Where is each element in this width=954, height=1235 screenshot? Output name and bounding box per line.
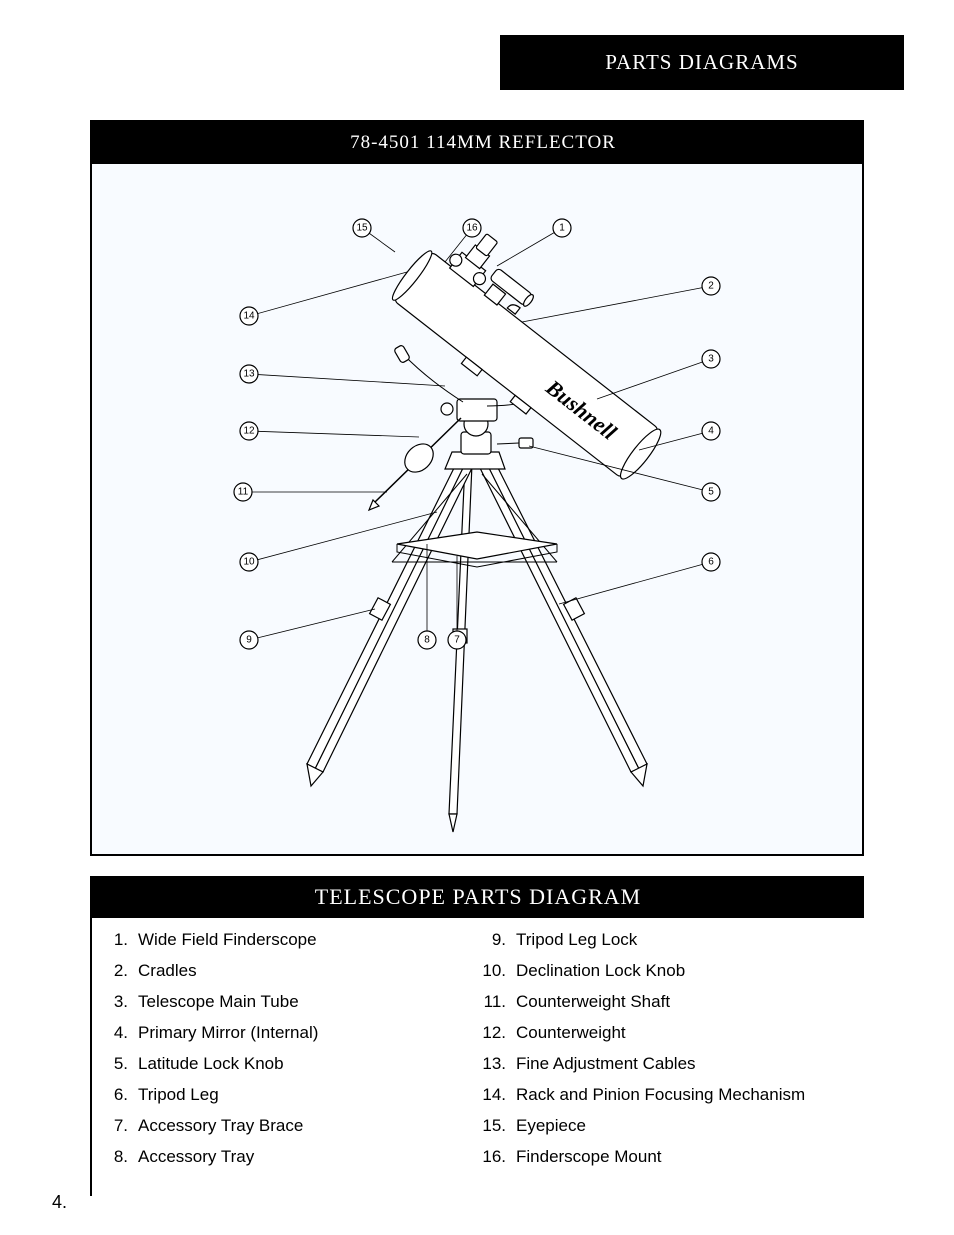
- parts-list-num: 14.: [476, 1085, 506, 1105]
- svg-text:10: 10: [243, 557, 255, 568]
- svg-text:8: 8: [424, 635, 430, 646]
- parts-list-label: Tripod Leg: [138, 1085, 219, 1105]
- parts-list-label: Rack and Pinion Focusing Mechanism: [516, 1085, 805, 1105]
- parts-list-num: 3.: [98, 992, 128, 1012]
- parts-list-row: 15. Eyepiece: [476, 1116, 854, 1136]
- svg-text:7: 7: [454, 635, 460, 646]
- diagram-panel: 78-4501 114MM REFLECTOR: [90, 120, 864, 856]
- parts-list-row: 14. Rack and Pinion Focusing Mechanism: [476, 1085, 854, 1105]
- header-bar: PARTS DIAGRAMS: [500, 35, 904, 90]
- svg-text:16: 16: [466, 223, 478, 234]
- svg-text:1: 1: [559, 223, 565, 234]
- parts-list-label: Accessory Tray: [138, 1147, 254, 1167]
- parts-list-num: 2.: [98, 961, 128, 981]
- parts-list-label: Finderscope Mount: [516, 1147, 662, 1167]
- parts-list-row: 6. Tripod Leg: [98, 1085, 476, 1105]
- parts-list-label: Cradles: [138, 961, 197, 981]
- parts-list-row: 16. Finderscope Mount: [476, 1147, 854, 1167]
- svg-text:14: 14: [243, 311, 255, 322]
- telescope-diagram: Bushnell 12345678910111213141516: [102, 174, 852, 844]
- parts-list-row: 4. Primary Mirror (Internal): [98, 1023, 476, 1043]
- parts-list-row: 7. Accessory Tray Brace: [98, 1116, 476, 1136]
- parts-list-label: Counterweight Shaft: [516, 992, 670, 1012]
- parts-list-row: 12. Counterweight: [476, 1023, 854, 1043]
- parts-list-row: 8. Accessory Tray: [98, 1147, 476, 1167]
- parts-list-row: 1. Wide Field Finderscope: [98, 930, 476, 950]
- parts-list-label: Eyepiece: [516, 1116, 586, 1136]
- parts-list-row: 9. Tripod Leg Lock: [476, 930, 854, 950]
- parts-list-row: 11. Counterweight Shaft: [476, 992, 854, 1012]
- svg-text:4: 4: [708, 426, 714, 437]
- parts-list-label: Counterweight: [516, 1023, 626, 1043]
- parts-list-num: 16.: [476, 1147, 506, 1167]
- parts-list-label: Tripod Leg Lock: [516, 930, 637, 950]
- svg-text:9: 9: [246, 635, 252, 646]
- parts-list-label: Fine Adjustment Cables: [516, 1054, 696, 1074]
- tripod: [307, 452, 647, 832]
- parts-list-label: Primary Mirror (Internal): [138, 1023, 318, 1043]
- diagram-title-bar: 78-4501 114MM REFLECTOR: [92, 122, 862, 164]
- parts-list-num: 15.: [476, 1116, 506, 1136]
- parts-list-row: 5. Latitude Lock Knob: [98, 1054, 476, 1074]
- parts-list-panel: TELESCOPE PARTS DIAGRAM 1. Wide Field Fin…: [90, 876, 864, 1196]
- parts-list-label: Wide Field Finderscope: [138, 930, 317, 950]
- parts-list-label: Accessory Tray Brace: [138, 1116, 303, 1136]
- parts-list-num: 12.: [476, 1023, 506, 1043]
- parts-list-num: 1.: [98, 930, 128, 950]
- parts-list-label: Declination Lock Knob: [516, 961, 685, 981]
- svg-text:2: 2: [708, 281, 714, 292]
- parts-list-num: 11.: [476, 992, 506, 1012]
- parts-list-num: 6.: [98, 1085, 128, 1105]
- parts-list-num: 8.: [98, 1147, 128, 1167]
- svg-text:13: 13: [243, 369, 255, 380]
- parts-list-col-left: 1. Wide Field Finderscope 2. Cradles 3. Teles…: [98, 930, 476, 1178]
- parts-list-num: 7.: [98, 1116, 128, 1136]
- parts-list-title: TELESCOPE PARTS DIAGRAM: [315, 884, 641, 910]
- svg-text:6: 6: [708, 557, 714, 568]
- parts-list-num: 4.: [98, 1023, 128, 1043]
- svg-text:3: 3: [708, 354, 714, 365]
- parts-list-row: 10. Declination Lock Knob: [476, 961, 854, 981]
- parts-list-num: 13.: [476, 1054, 506, 1074]
- parts-list-num: 10.: [476, 961, 506, 981]
- svg-text:12: 12: [243, 426, 255, 437]
- parts-list-title-bar: TELESCOPE PARTS DIAGRAM: [92, 876, 864, 918]
- page-number: 4.: [52, 1192, 67, 1213]
- diagram-title: 78-4501 114MM REFLECTOR: [350, 132, 616, 154]
- diagram-area: Bushnell 12345678910111213141516: [92, 164, 862, 854]
- svg-text:15: 15: [356, 223, 368, 234]
- parts-list-label: Latitude Lock Knob: [138, 1054, 284, 1074]
- parts-list-num: 5.: [98, 1054, 128, 1074]
- svg-text:5: 5: [708, 487, 714, 498]
- parts-list-row: 13. Fine Adjustment Cables: [476, 1054, 854, 1074]
- parts-list-body: 1. Wide Field Finderscope 2. Cradles 3. Teles…: [92, 918, 864, 1196]
- parts-list-col-right: 9. Tripod Leg Lock 10. Declination Lock Kno…: [476, 930, 854, 1178]
- parts-list-label: Telescope Main Tube: [138, 992, 299, 1012]
- parts-list-row: 2. Cradles: [98, 961, 476, 981]
- parts-list-num: 9.: [476, 930, 506, 950]
- header-title: PARTS DIAGRAMS: [605, 50, 798, 75]
- parts-list-row: 3. Telescope Main Tube: [98, 992, 476, 1012]
- svg-text:11: 11: [238, 487, 249, 498]
